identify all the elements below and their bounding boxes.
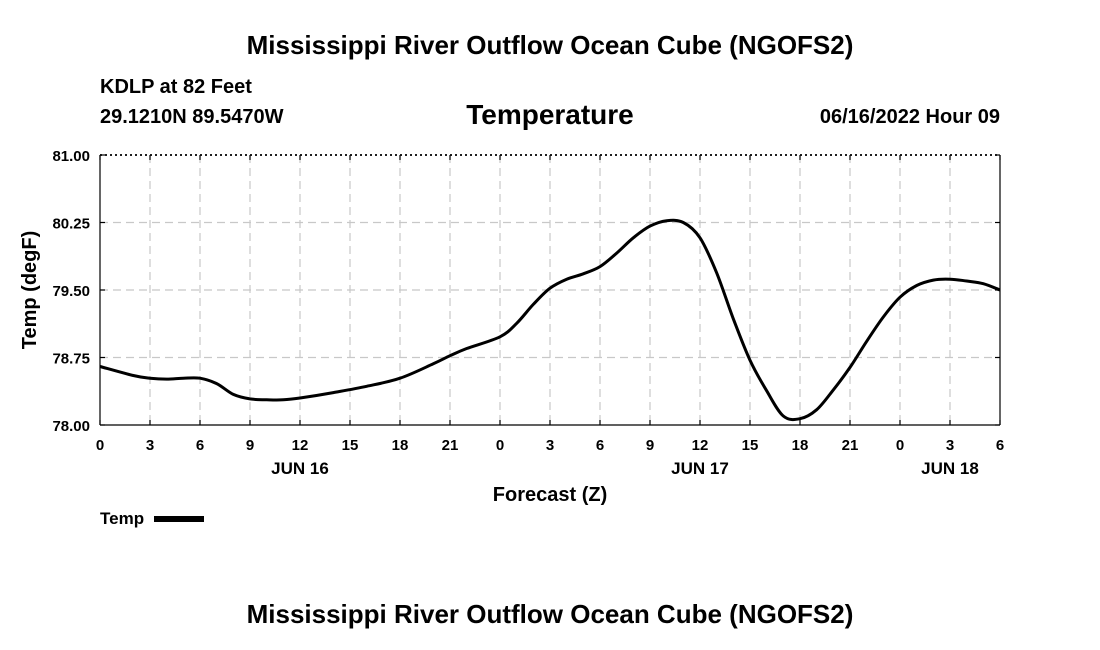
x-tick-label: 15 [342, 437, 359, 454]
x-tick-label: 3 [946, 437, 954, 454]
axis-layer [99, 154, 1001, 426]
y-tick-label: 80.25 [52, 216, 90, 233]
x-tick-label: 3 [146, 437, 154, 454]
x-axis-title: Forecast (Z) [493, 484, 607, 506]
day-label: JUN 16 [271, 459, 329, 478]
x-tick-label: 6 [196, 437, 204, 454]
y-axis-title: Temp (degF) [19, 231, 41, 350]
legend-label: Temp [100, 509, 145, 528]
series-layer [99, 218, 1001, 422]
x-tick-label: 21 [842, 437, 859, 454]
day-label: JUN 18 [921, 459, 979, 478]
x-tick-label: 21 [442, 437, 459, 454]
y-tick-label: 81.00 [52, 148, 90, 165]
x-tick-label: 0 [496, 437, 504, 454]
footer-title: Mississippi River Outflow Ocean Cube (NG… [246, 599, 854, 629]
x-tick-label: 9 [246, 437, 254, 454]
y-tick-label: 78.00 [52, 418, 90, 435]
y-tick-label: 78.75 [52, 351, 90, 368]
x-tick-label: 12 [692, 437, 709, 454]
x-tick-label: 18 [392, 437, 409, 454]
x-tick-label: 18 [792, 437, 809, 454]
x-tick-label: 0 [96, 437, 104, 454]
label-layer: 0 3 6 9 12 15 18 21 0 3 6 9 12 15 18 21 0 3 6 78.00 78.75 79.… [19, 148, 1004, 506]
legend-swatch [154, 516, 205, 522]
chart-subtitle: Temperature [466, 99, 634, 130]
day-label: JUN 17 [671, 459, 729, 478]
x-tick-label: 0 [896, 437, 904, 454]
chart-title: Mississippi River Outflow Ocean Cube (NG… [246, 30, 854, 60]
x-tick-label: 3 [546, 437, 554, 454]
x-tick-label: 15 [742, 437, 759, 454]
legend: Temp [100, 509, 205, 529]
y-tick-label: 79.50 [52, 283, 90, 300]
x-tick-label: 9 [646, 437, 654, 454]
x-tick-label: 6 [996, 437, 1004, 454]
temp-series-line [99, 218, 1001, 422]
grid-layer [100, 155, 1000, 425]
x-tick-label: 12 [292, 437, 309, 454]
forecast-datetime: 06/16/2022 Hour 09 [819, 106, 1000, 128]
station-coordinates: 29.1210N 89.5470W [100, 106, 284, 128]
x-tick-label: 6 [596, 437, 604, 454]
station-label: KDLP at 82 Feet [100, 76, 252, 98]
